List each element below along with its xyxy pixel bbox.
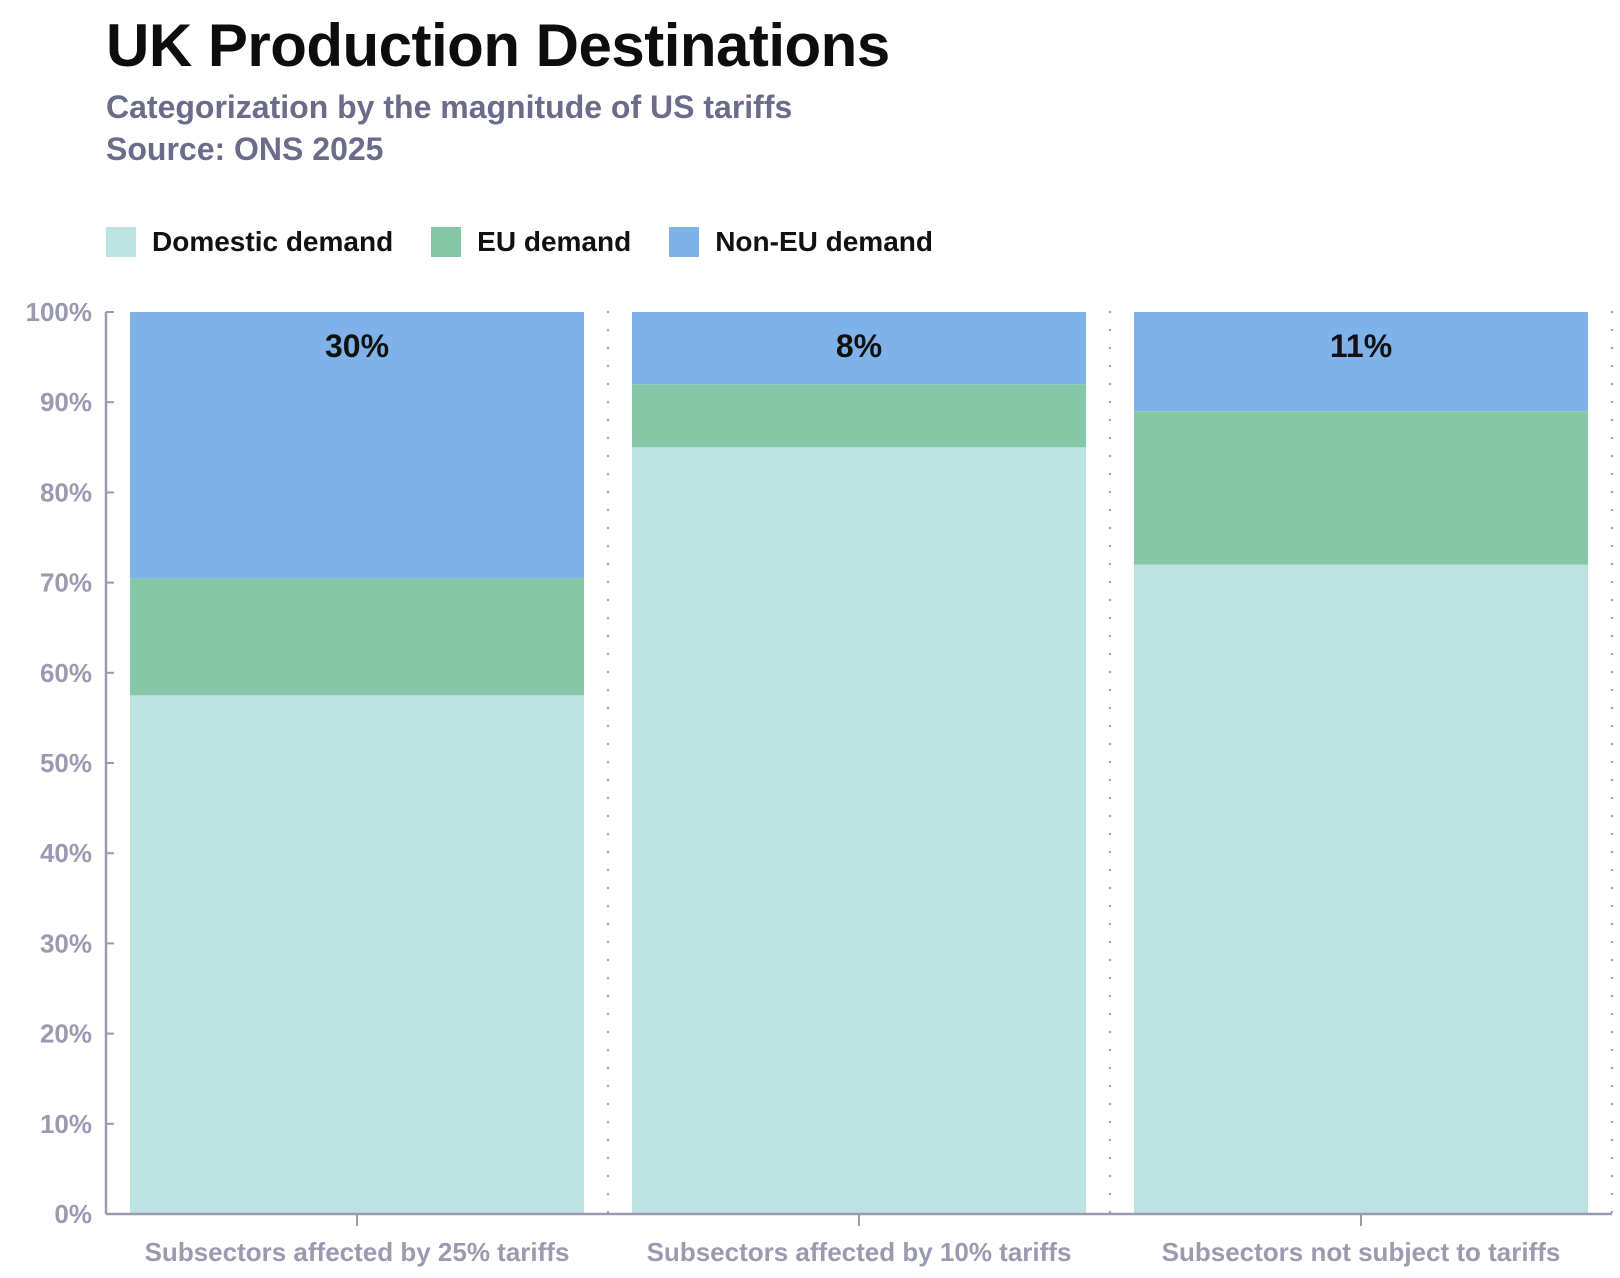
bar-segment-non-eu — [1134, 312, 1588, 412]
legend-item-eu: EU demand — [431, 226, 631, 258]
chart-title: UK Production Destinations — [106, 12, 890, 79]
y-tick-label: 20% — [40, 1019, 92, 1049]
bar-segment-eu — [130, 578, 584, 696]
bar-segment-non-eu — [632, 312, 1086, 385]
bar-segment-eu — [632, 384, 1086, 448]
bar-label: 8% — [836, 328, 882, 364]
legend-swatch-non-eu — [669, 227, 700, 257]
legend-label-non-eu: Non-EU demand — [715, 226, 933, 257]
y-tick-label: 0% — [54, 1199, 92, 1229]
bar-label: 30% — [325, 328, 389, 364]
legend-label-eu: EU demand — [477, 226, 632, 257]
legend-swatch-domestic — [106, 227, 136, 257]
y-tick-label: 90% — [40, 387, 92, 417]
y-tick-label: 30% — [40, 928, 92, 958]
legend-swatch-eu — [431, 227, 462, 257]
y-tick-label: 10% — [40, 1109, 92, 1139]
bar-segment-eu — [1134, 411, 1588, 565]
x-category-label: Subsectors affected by 10% tariffs — [647, 1237, 1072, 1267]
bar-label: 11% — [1330, 328, 1392, 364]
legend: Domestic demand EU demand Non-EU demand — [106, 222, 971, 262]
y-tick-label: 80% — [40, 477, 92, 507]
legend-item-domestic: Domestic demand — [106, 226, 393, 258]
y-tick-label: 60% — [40, 658, 92, 688]
y-tick-label: 40% — [40, 838, 92, 868]
bar-segment-non-eu — [130, 312, 584, 579]
bar-segment-domestic — [130, 695, 584, 1214]
bar-segment-domestic — [1134, 564, 1588, 1214]
legend-item-non-eu: Non-EU demand — [669, 226, 933, 258]
y-tick-label: 100% — [26, 297, 93, 327]
y-tick-label: 50% — [40, 748, 92, 778]
chart-source: Source: ONS 2025 — [106, 131, 384, 167]
x-category-label: Subsectors affected by 25% tariffs — [145, 1237, 570, 1267]
y-tick-label: 70% — [40, 568, 92, 598]
legend-label-domestic: Domestic demand — [152, 226, 394, 257]
chart-subtitle: Categorization by the magnitude of US ta… — [106, 89, 793, 125]
x-category-label: Subsectors not subject to tariffs — [1162, 1237, 1561, 1267]
bar-segment-domestic — [632, 447, 1086, 1214]
